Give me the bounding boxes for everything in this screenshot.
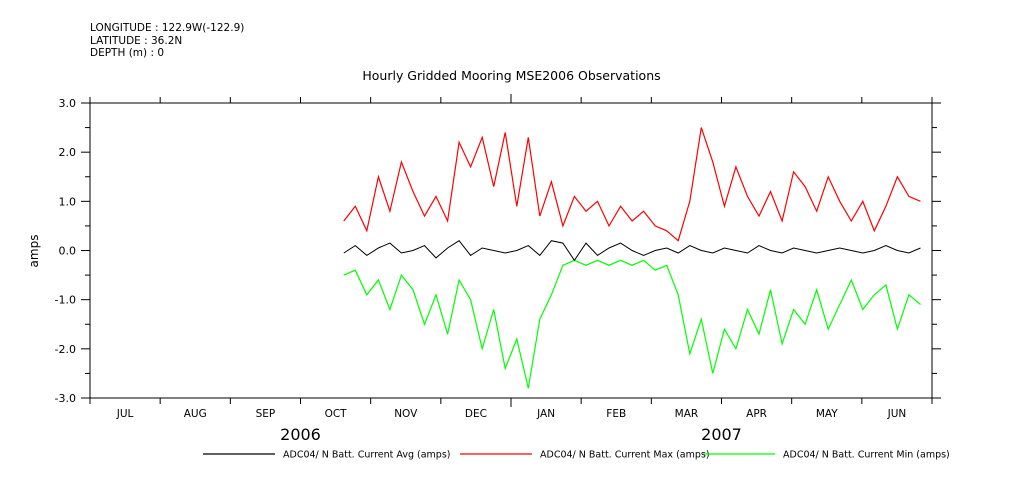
month-label: SEP bbox=[256, 408, 276, 420]
legend: ADC04/ N Batt. Current Avg (amps) ADC04/ … bbox=[203, 450, 950, 461]
legend-min-label: ADC04/ N Batt. Current Min (amps) bbox=[783, 450, 950, 461]
year-label: 2006 bbox=[280, 425, 321, 444]
chart-title: Hourly Gridded Mooring MSE2006 Observati… bbox=[362, 68, 661, 83]
month-label: AUG bbox=[184, 408, 207, 420]
min-series-line bbox=[343, 259, 921, 389]
month-label: JUN bbox=[887, 408, 907, 420]
y-tick-label: -1.0 bbox=[55, 294, 76, 307]
month-label: NOV bbox=[394, 408, 418, 420]
longitude-label: LONGITUDE : 122.9W(-122.9) bbox=[90, 22, 245, 34]
month-label: JAN bbox=[536, 408, 555, 420]
y-axis-label: amps bbox=[27, 235, 41, 268]
max-series-line bbox=[343, 127, 921, 242]
depth-label: DEPTH (m) : 0 bbox=[90, 47, 165, 59]
y-tick-label: 0.0 bbox=[59, 245, 77, 258]
legend-max-label: ADC04/ N Batt. Current Max (amps) bbox=[540, 450, 710, 461]
month-label: APR bbox=[746, 408, 767, 420]
year-label: 2007 bbox=[701, 425, 742, 444]
mooring-metadata: LONGITUDE : 122.9W(-122.9) LATITUDE : 36… bbox=[90, 22, 244, 60]
series-layer bbox=[343, 127, 921, 389]
y-tick-label: 1.0 bbox=[59, 195, 77, 208]
month-label: JUL bbox=[116, 408, 134, 420]
month-label: MAY bbox=[816, 408, 838, 420]
axes-layer: 3.0 2.0 1.0 0.0 -1.0 -2.0 -3.0 JUL AUG SEP OCT NOV D… bbox=[55, 94, 941, 444]
legend-avg-label: ADC04/ N Batt. Current Avg (amps) bbox=[283, 450, 451, 461]
month-label: MAR bbox=[675, 408, 699, 420]
y-tick-label: 3.0 bbox=[59, 97, 77, 110]
y-tick-label: -2.0 bbox=[55, 343, 76, 356]
month-label: FEB bbox=[606, 408, 626, 420]
y-tick-label: -3.0 bbox=[55, 392, 76, 405]
month-label: OCT bbox=[325, 408, 348, 420]
y-tick-label: 2.0 bbox=[59, 146, 77, 159]
latitude-label: LATITUDE : 36.2N bbox=[90, 34, 183, 47]
avg-series-line bbox=[343, 240, 921, 262]
month-label: DEC bbox=[465, 408, 487, 420]
